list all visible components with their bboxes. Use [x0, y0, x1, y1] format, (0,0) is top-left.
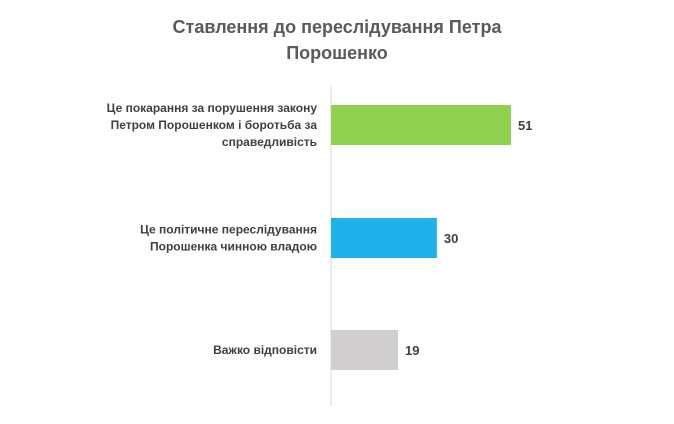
- category-label-1-line-3: справедливість: [222, 135, 317, 149]
- data-label-3: 19: [405, 343, 419, 358]
- data-label-1: 51: [518, 118, 532, 133]
- category-label-1-line-2: Петром Порошенком і боротьба за: [111, 118, 318, 132]
- category-label-3: Важко відповісти: [213, 343, 317, 357]
- category-label-2-line-2: Порошенка чинною владою: [150, 240, 317, 254]
- category-label-2-line-1: Це політичне переслідування: [140, 223, 317, 237]
- data-label-2: 30: [444, 231, 458, 246]
- bar-1: [331, 105, 511, 145]
- chart-title-line-1: Ставлення до переслідування Петра: [172, 17, 502, 37]
- bar-2: [331, 218, 437, 258]
- category-label-2: Це політичне переслідування Порошенка чин…: [140, 223, 317, 254]
- category-label-3-line-1: Важко відповісти: [213, 343, 317, 357]
- category-label-1: Це покарання за порушення закону Петром П…: [107, 101, 318, 149]
- chart-title: Ставлення до переслідування Петра Пороше…: [0, 14, 674, 66]
- category-label-1-line-1: Це покарання за порушення закону: [107, 101, 318, 115]
- chart-title-line-2: Порошенко: [286, 43, 388, 63]
- bar-3: [331, 330, 399, 370]
